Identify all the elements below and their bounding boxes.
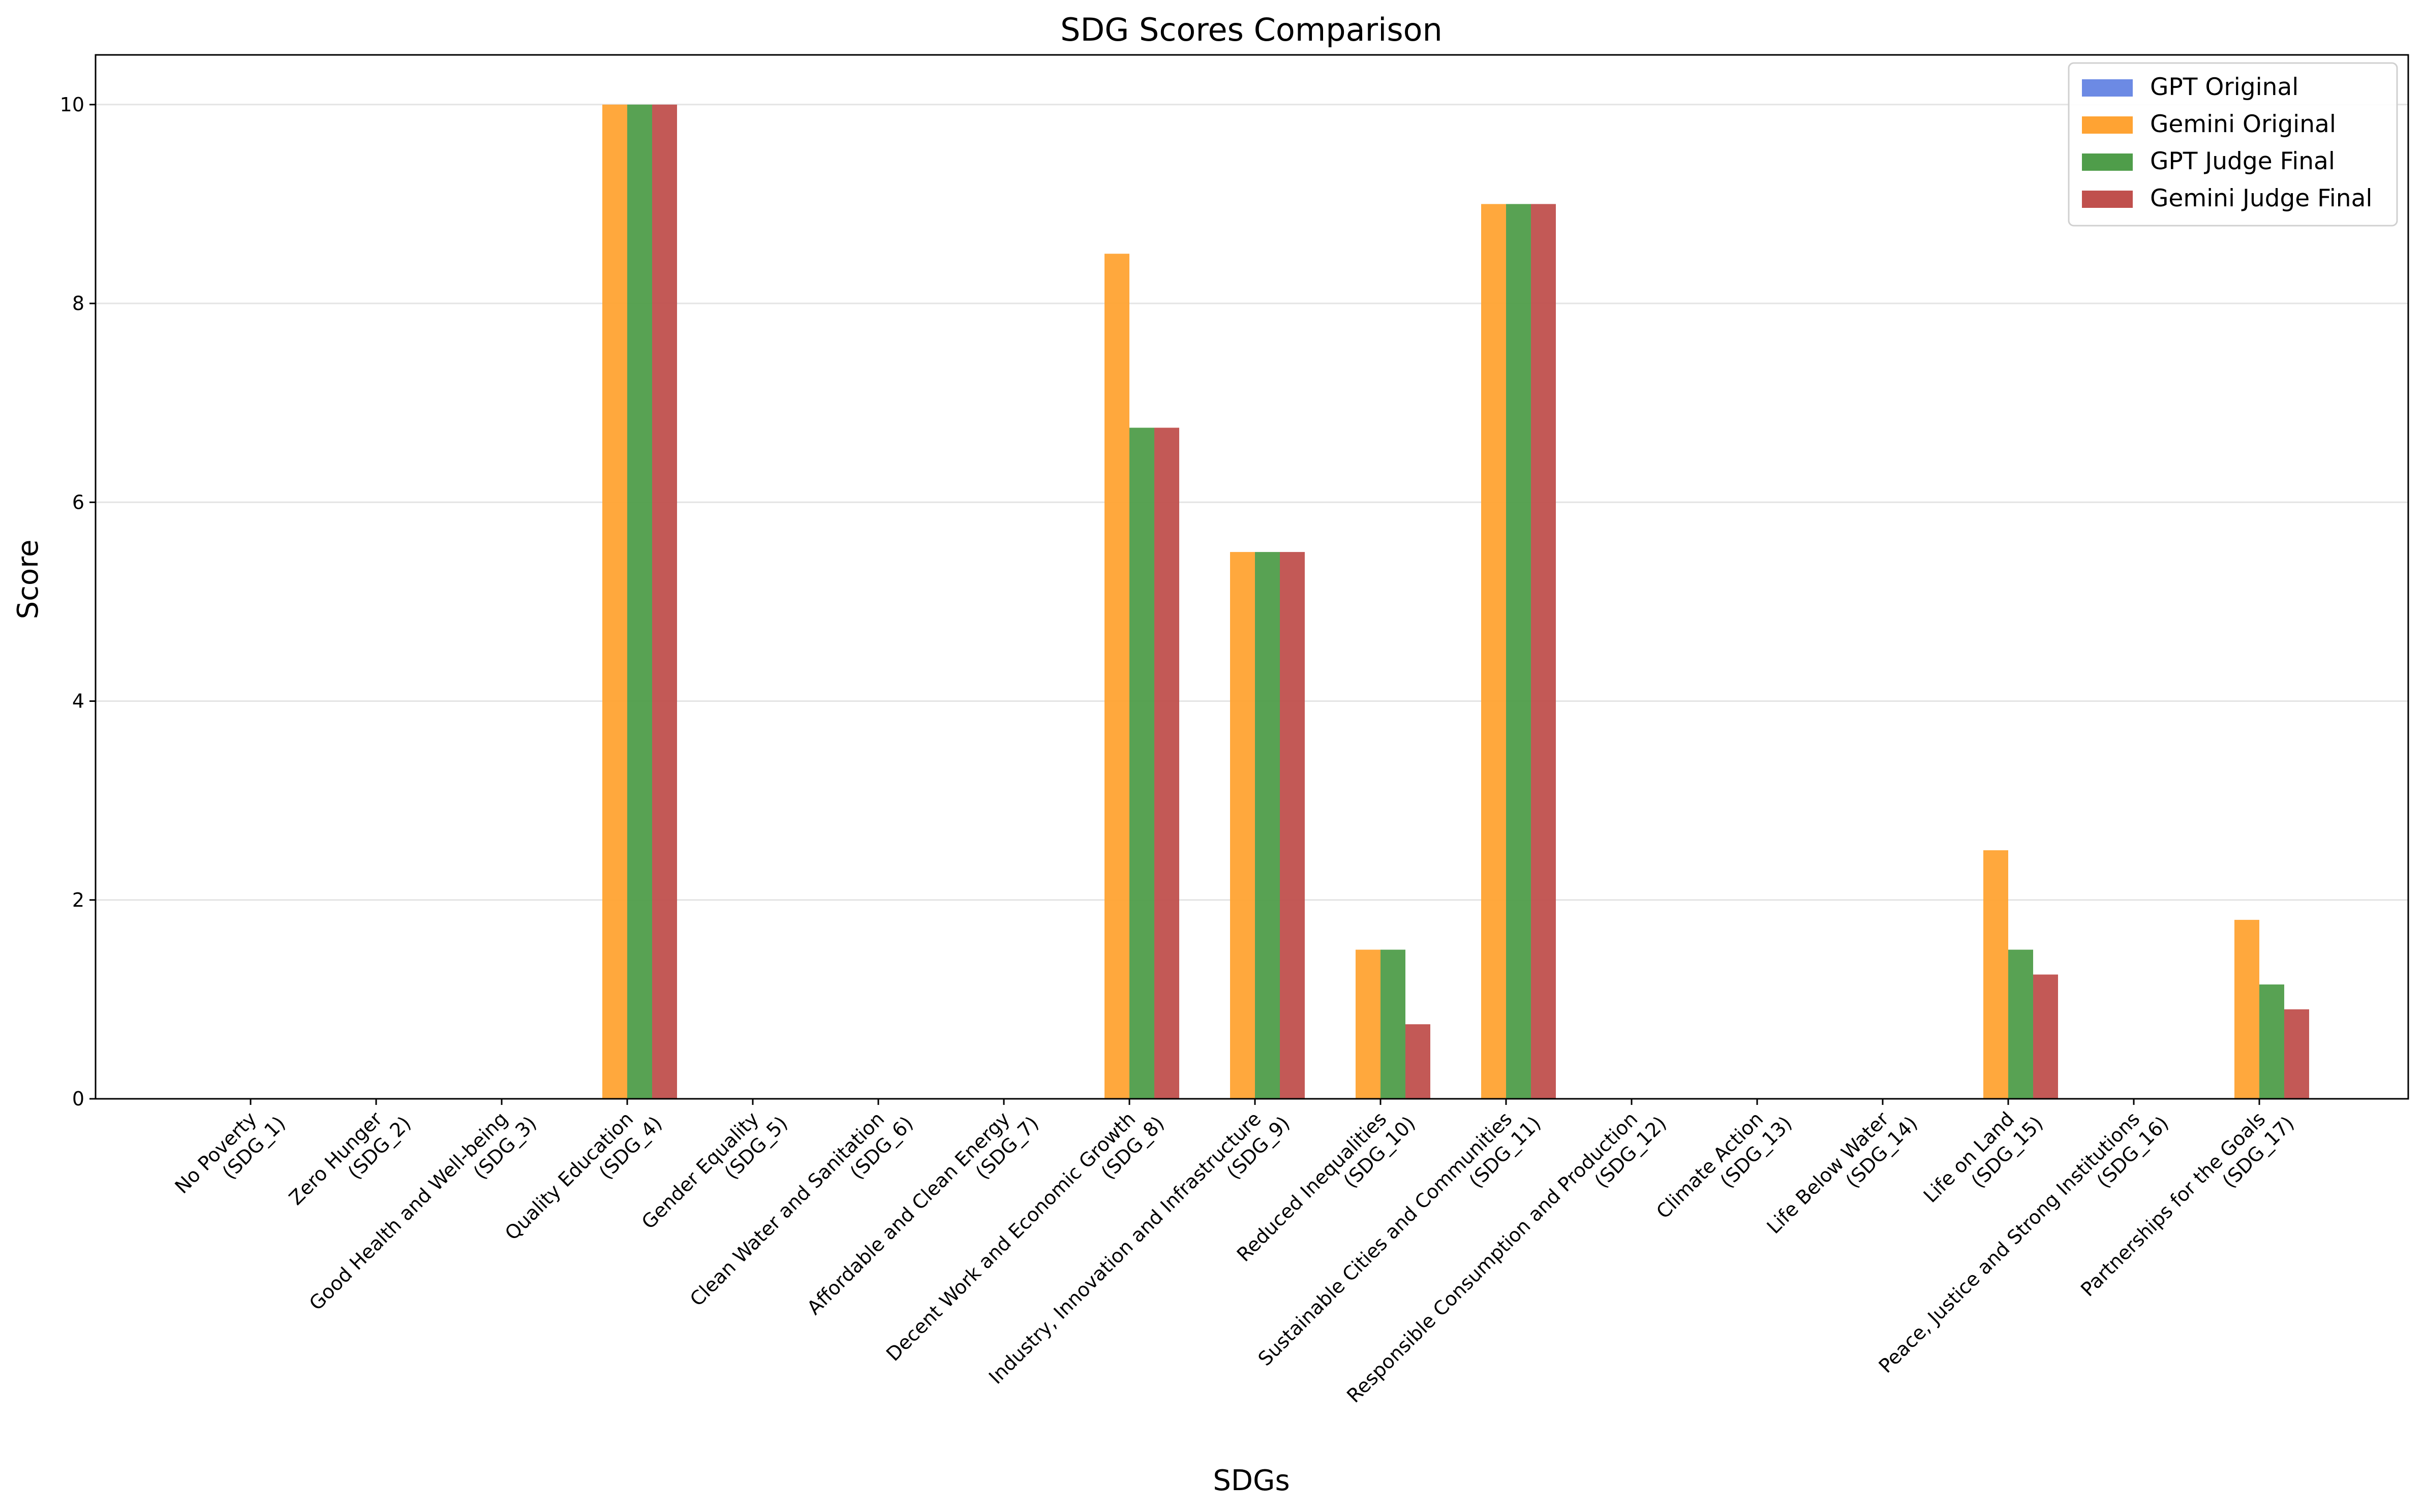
bar-gemini-original [1983, 850, 2008, 1099]
bar-gemini-original [1481, 204, 1506, 1099]
y-tick-label: 8 [72, 292, 84, 315]
bar-gpt-judge-final [1506, 204, 1531, 1099]
bar-gemini-judge-final [2284, 1009, 2309, 1099]
plot-frame [95, 54, 2409, 1100]
bar-gemini-judge-final [2033, 974, 2058, 1099]
legend-swatch [2082, 153, 2133, 171]
legend: GPT Original Gemini Original GPT Judge Fin… [2068, 62, 2398, 227]
legend-label: Gemini Judge Final [2150, 184, 2372, 212]
bar-gpt-judge-final [1380, 949, 1405, 1099]
legend-swatch [2082, 191, 2133, 208]
y-tick-label: 2 [72, 889, 84, 911]
legend-label: Gemini Original [2150, 110, 2336, 138]
legend-swatch [2082, 116, 2133, 134]
bar-gemini-original [2234, 919, 2259, 1099]
y-tick-label: 4 [72, 690, 84, 713]
bar-gpt-judge-final [627, 104, 652, 1099]
bar-gemini-judge-final [1405, 1024, 1430, 1099]
y-tick-label: 0 [72, 1088, 84, 1110]
legend-box [2068, 62, 2398, 227]
y-tick-label: 10 [60, 94, 84, 116]
bar-gpt-judge-final [1129, 427, 1154, 1099]
bar-gemini-judge-final [652, 104, 677, 1099]
bar-gemini-original [1230, 552, 1255, 1099]
legend-label: GPT Original [2150, 73, 2298, 101]
bars [602, 104, 2309, 1099]
bar-gpt-judge-final [1255, 552, 1280, 1099]
bar-gemini-original [602, 104, 627, 1099]
bar-gemini-judge-final [1531, 204, 1556, 1099]
chart-title: SDG Scores Comparison [1060, 11, 1443, 48]
bar-gemini-original [1356, 949, 1380, 1099]
bar-gemini-original [1104, 254, 1129, 1099]
x-axis-label: SDGs [1213, 1464, 1290, 1497]
y-axis-label: Score [12, 540, 45, 620]
bar-gemini-judge-final [1280, 552, 1305, 1099]
bar-gpt-judge-final [2008, 949, 2033, 1099]
y-tick-label: 6 [72, 491, 84, 513]
bar-gemini-judge-final [1154, 427, 1179, 1099]
legend-label: GPT Judge Final [2150, 147, 2335, 175]
legend-swatch [2082, 79, 2133, 97]
bar-gpt-judge-final [2259, 984, 2284, 1099]
